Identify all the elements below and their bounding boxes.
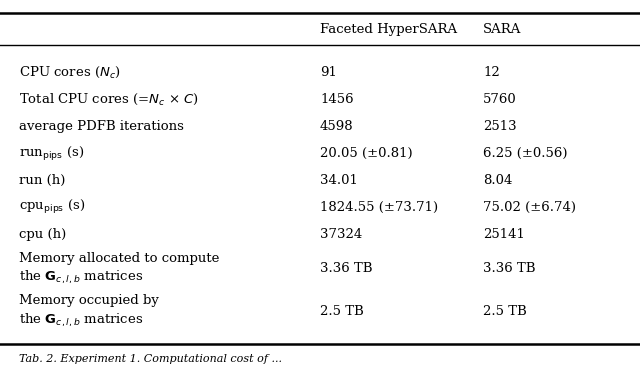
Text: average PDFB iterations: average PDFB iterations [19, 120, 184, 133]
Text: 37324: 37324 [320, 228, 362, 241]
Text: 3.36 TB: 3.36 TB [320, 262, 372, 276]
Text: 34.01: 34.01 [320, 174, 358, 187]
Text: Memory occupied by
the $\mathbf{G}_{c,l,b}$ matrices: Memory occupied by the $\mathbf{G}_{c,l,… [19, 294, 159, 329]
Text: Tab. 2. Experiment 1. Computational cost of ...: Tab. 2. Experiment 1. Computational cost… [19, 354, 282, 364]
Text: 25141: 25141 [483, 228, 525, 241]
Text: 2.5 TB: 2.5 TB [483, 305, 527, 318]
Text: run$_\mathrm{pips}$ (s): run$_\mathrm{pips}$ (s) [19, 144, 84, 162]
Text: 3.36 TB: 3.36 TB [483, 262, 536, 276]
Text: CPU cores ($N_c$): CPU cores ($N_c$) [19, 65, 121, 81]
Text: 1824.55 (±73.71): 1824.55 (±73.71) [320, 201, 438, 214]
Text: 91: 91 [320, 66, 337, 79]
Text: cpu$_\mathrm{pips}$ (s): cpu$_\mathrm{pips}$ (s) [19, 198, 86, 216]
Text: SARA: SARA [483, 23, 522, 36]
Text: 6.25 (±0.56): 6.25 (±0.56) [483, 147, 568, 160]
Text: Memory allocated to compute
the $\mathbf{G}_{c,l,b}$ matrices: Memory allocated to compute the $\mathbf… [19, 252, 220, 286]
Text: 12: 12 [483, 66, 500, 79]
Text: 20.05 (±0.81): 20.05 (±0.81) [320, 147, 413, 160]
Text: 2.5 TB: 2.5 TB [320, 305, 364, 318]
Text: run (h): run (h) [19, 174, 65, 187]
Text: 2513: 2513 [483, 120, 517, 133]
Text: 75.02 (±6.74): 75.02 (±6.74) [483, 201, 576, 214]
Text: 5760: 5760 [483, 93, 517, 106]
Text: 4598: 4598 [320, 120, 354, 133]
Text: 1456: 1456 [320, 93, 354, 106]
Text: Faceted HyperSARA: Faceted HyperSARA [320, 23, 457, 36]
Text: 8.04: 8.04 [483, 174, 513, 187]
Text: Total CPU cores (=$N_c$ × $C$): Total CPU cores (=$N_c$ × $C$) [19, 92, 199, 107]
Text: cpu (h): cpu (h) [19, 228, 67, 241]
